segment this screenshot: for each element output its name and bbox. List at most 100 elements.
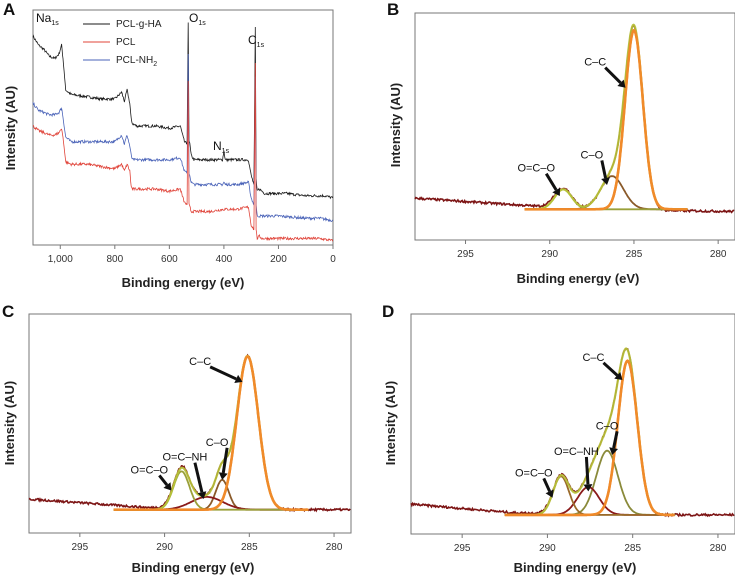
peak-annotation: O=C–NH <box>162 452 207 464</box>
component-peak-c-c-overlay <box>524 29 688 211</box>
component-peak-c-c-overlay <box>113 355 309 511</box>
peak-annotation: C–O <box>581 149 604 161</box>
annotations: C–C C–O O=C–O <box>517 57 626 197</box>
x-tick-label: 400 <box>216 254 233 265</box>
peak-label-orbital: 1s <box>257 42 265 49</box>
x-axis-title: Binding energy (eV) <box>132 560 255 575</box>
plot-frame <box>410 313 735 535</box>
series-line-pcl <box>33 62 334 242</box>
x-tick-label: 280 <box>710 543 727 554</box>
series-layer <box>32 22 334 242</box>
legend-entry-subscript: 2 <box>153 61 157 68</box>
panel-label: B <box>387 0 399 19</box>
panel-label: D <box>382 302 394 321</box>
series-layer <box>414 23 735 214</box>
x-ticks: 1,000 800 600 400 200 0 <box>48 245 336 265</box>
y-axis-title: Intensity (AU) <box>3 86 18 171</box>
annotations: C–C O=C–NH C–O O=C–O <box>131 356 243 500</box>
x-tick-label: 600 <box>161 254 178 265</box>
peak-annotation: C–C <box>189 356 211 368</box>
series-line-pcl-g-ha <box>32 22 334 200</box>
panel-a-survey-spectrum: A 1,000 800 600 400 200 0 PCL-g-HAPCLPCL-NH2 … <box>3 0 336 290</box>
plot-frame <box>414 12 735 241</box>
annotation-arrow-shaft <box>209 365 237 381</box>
annotation-arrow-shaft <box>612 430 619 449</box>
annotation-arrow-head <box>218 472 228 480</box>
legend-entry: PCL-g-HA <box>116 19 162 30</box>
peak-label: Na1s <box>36 11 59 27</box>
panel-d-c1s-spectrum: D 295 290 285 280 C–C C–O O=C–NHO=C–O Binding… <box>382 302 735 575</box>
peak-label-orbital: 1s <box>198 20 206 27</box>
x-tick-label: 295 <box>71 542 88 553</box>
annotation-arrow-shaft <box>158 474 169 487</box>
annotation-arrow-head <box>163 482 172 491</box>
peak-label-element: N <box>213 139 222 153</box>
x-tick-label: 1,000 <box>48 254 73 265</box>
peak-annotation: O=C–O <box>515 467 553 479</box>
annotation-arrow-head <box>601 177 610 185</box>
annotation-arrow-head <box>234 374 243 384</box>
series-layer <box>410 347 735 518</box>
annotation-arrow-shaft <box>584 456 590 485</box>
annotation-arrow-shaft <box>600 160 608 179</box>
fit-envelope-line <box>113 354 309 511</box>
raw-spectrum-line <box>414 23 735 214</box>
panel-label: C <box>2 302 14 321</box>
component-peak-c-c-overlay <box>504 359 675 517</box>
x-tick-label: 200 <box>270 254 287 265</box>
annotation-arrow-head <box>617 79 626 88</box>
x-tick-label: 285 <box>624 543 641 554</box>
component-peak-c-o <box>113 478 309 511</box>
plot-frame <box>32 9 334 246</box>
annotation-arrow-head <box>545 489 554 498</box>
x-tick-label: 295 <box>454 543 471 554</box>
series-layer <box>28 353 351 513</box>
component-peak-o=c-o <box>524 188 688 211</box>
annotation-arrow-shaft <box>221 447 229 474</box>
component-peak-c-o <box>504 449 675 516</box>
annotation-arrow-head <box>614 372 623 381</box>
legend-entry-label: PCL-NH <box>116 55 153 66</box>
x-axis-title: Binding energy (eV) <box>122 275 245 290</box>
component-peak-c-c <box>504 359 675 517</box>
peak-label-element: O <box>189 11 198 25</box>
panel-b-c1s-spectrum: B 295 290 285 280 C–C C–O O=C–O Binding energ… <box>387 0 735 286</box>
peak-label-orbital: 1s <box>51 20 59 27</box>
peak-label-orbital: 1s <box>222 148 230 155</box>
annotation-arrow-shaft <box>604 66 622 84</box>
x-tick-label: 285 <box>241 542 258 553</box>
peak-annotation: O=C–O <box>517 163 555 175</box>
y-axis-title: Intensity (AU) <box>388 83 403 168</box>
x-tick-label: 290 <box>541 249 558 260</box>
peak-annotation: C–O <box>596 420 619 432</box>
y-axis-title: Intensity (AU) <box>2 381 17 466</box>
peak-label: C1s <box>248 33 265 49</box>
peak-label-element: Na <box>36 11 52 25</box>
x-tick-label: 295 <box>457 249 474 260</box>
panel-c-c1s-spectrum: C 295 290 285 280 C–C O=C–NH C–O O=C–O Binding… <box>2 302 352 575</box>
x-tick-label: 290 <box>539 543 556 554</box>
annotation-arrow-shaft <box>602 361 619 377</box>
legend-entry: PCL-NH2 <box>116 55 157 68</box>
peak-label-element: C <box>248 33 257 47</box>
x-ticks: 295 290 285 280 <box>454 534 727 554</box>
peak-annotation: C–O <box>206 437 229 449</box>
x-tick-label: 285 <box>626 249 643 260</box>
annotation-arrow-head <box>583 484 593 492</box>
y-axis-title: Intensity (AU) <box>383 381 398 466</box>
peak-label: O1s <box>189 11 206 27</box>
legend-entry-label: PCL <box>116 37 136 48</box>
peak-label: N1s <box>213 139 230 155</box>
x-tick-label: 0 <box>330 254 336 265</box>
annotation-arrow-shaft <box>193 462 204 493</box>
x-tick-label: 800 <box>106 254 123 265</box>
peak-annotation: O=C–O <box>131 464 169 476</box>
x-tick-label: 280 <box>326 542 343 553</box>
x-tick-label: 290 <box>156 542 173 553</box>
plot-frame <box>28 313 352 534</box>
peak-annotation: C–C <box>584 57 606 69</box>
annotation-arrow-shaft <box>542 477 552 492</box>
x-axis-title: Binding energy (eV) <box>514 560 637 575</box>
